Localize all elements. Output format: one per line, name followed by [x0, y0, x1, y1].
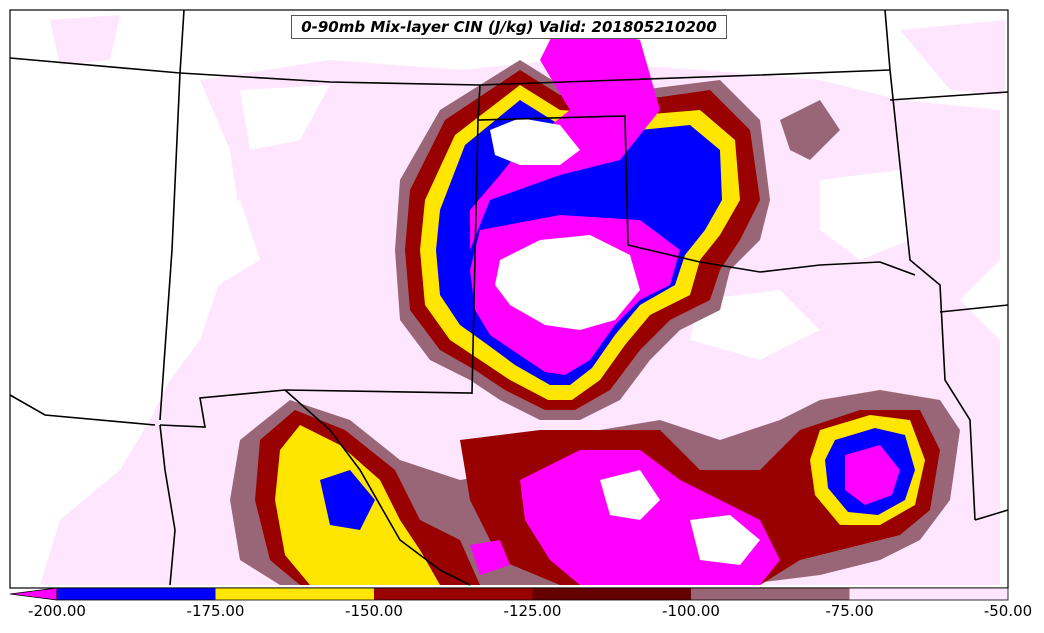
colorbar-tick-label: -125.00 [503, 602, 562, 620]
boundary-line [884, 9, 976, 521]
cin-blue-region [320, 470, 375, 530]
colorbar-bin [532, 588, 691, 600]
boundary-line [477, 84, 629, 246]
colorbar-tick-label: -150.00 [345, 602, 403, 620]
colorbar-outline [56, 587, 1009, 601]
boundary-line [284, 389, 471, 586]
colorbar-tick-label: -75.00 [825, 602, 874, 620]
colorbar-tick-label: -100.00 [662, 602, 720, 620]
cin-clear-region [820, 170, 910, 260]
map-title: 0-90mb Mix-layer CIN (J/kg) Valid: 20180… [291, 15, 727, 39]
colorbar-bin [57, 588, 216, 600]
cin-mauve-region [780, 100, 840, 160]
boundary-line [159, 9, 185, 421]
colorbar-tick-label: -50.00 [983, 602, 1033, 620]
cin-clear-region [690, 515, 760, 565]
colorbar-tick-label: -200.00 [28, 602, 86, 620]
cin-magenta-region [470, 540, 510, 575]
boundary-line [974, 509, 1009, 521]
boundary-line [939, 304, 1009, 313]
cin-clear-region [240, 85, 330, 150]
colorbar-bin [374, 588, 533, 600]
boundary-line [889, 91, 1009, 101]
map-boundaries [9, 9, 1009, 586]
cin-clear-region [495, 235, 640, 330]
colorbar-extend-min [9, 587, 58, 601]
boundary-line [9, 394, 156, 426]
cin-weak-region [900, 20, 1005, 95]
cin-shading [40, 15, 1005, 585]
colorbar [9, 587, 1009, 601]
cin-clear-region [490, 118, 580, 165]
colorbar-bin [215, 588, 374, 600]
cin-clear-region [190, 200, 260, 290]
colorbar-bin [849, 588, 1008, 600]
cin-magenta-region [845, 445, 900, 505]
colorbar-tick-label: -175.00 [186, 602, 245, 620]
cin-clear-region [600, 470, 660, 520]
cin-clear-region [690, 290, 820, 360]
colorbar-bin [691, 588, 850, 600]
boundary-line [627, 244, 916, 276]
cin-weak-region [50, 15, 120, 65]
boundary-line [159, 119, 479, 428]
boundary-line [159, 424, 176, 586]
